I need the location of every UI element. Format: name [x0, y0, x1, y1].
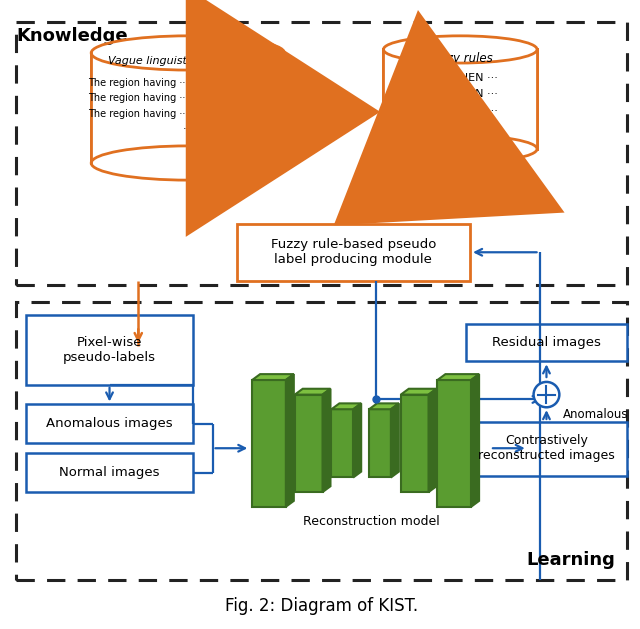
Text: The region having ··· may be anomalous;: The region having ··· may be anomalous;	[88, 109, 288, 119]
Text: IF ···  THEN ···: IF ··· THEN ···	[422, 89, 498, 99]
Text: Normal images: Normal images	[60, 466, 160, 479]
Text: The region having ··· may be anomalous;: The region having ··· may be anomalous;	[88, 77, 288, 87]
Text: Pixel-wise
pseudo-labels: Pixel-wise pseudo-labels	[63, 336, 156, 364]
Text: Fuzzy rule-based pseudo
label producing module: Fuzzy rule-based pseudo label producing …	[271, 238, 436, 266]
Polygon shape	[252, 380, 286, 507]
Ellipse shape	[91, 36, 284, 70]
Polygon shape	[332, 403, 361, 409]
Text: Reconstruction model: Reconstruction model	[303, 515, 440, 528]
Polygon shape	[295, 394, 323, 492]
Ellipse shape	[383, 36, 537, 63]
Bar	[17, 22, 627, 286]
Polygon shape	[353, 403, 361, 477]
Text: Knowledge: Knowledge	[16, 27, 128, 45]
Polygon shape	[429, 389, 436, 492]
Bar	[237, 224, 470, 281]
Bar	[26, 404, 193, 443]
Text: Anomalous: Anomalous	[563, 408, 628, 421]
Circle shape	[534, 382, 559, 408]
Polygon shape	[471, 374, 479, 507]
Polygon shape	[369, 409, 391, 477]
Text: Vague linguistic descriptions: Vague linguistic descriptions	[108, 56, 268, 66]
Bar	[466, 422, 627, 476]
Text: IF ···  THEN ···: IF ··· THEN ···	[422, 73, 498, 83]
Bar	[26, 314, 193, 385]
Bar	[17, 302, 627, 580]
Polygon shape	[438, 380, 471, 507]
Text: Anomalous images: Anomalous images	[46, 418, 173, 430]
Text: ···: ···	[455, 123, 466, 133]
Polygon shape	[438, 374, 479, 380]
Polygon shape	[401, 389, 436, 394]
Polygon shape	[286, 374, 294, 507]
Bar	[91, 36, 284, 163]
Bar	[383, 36, 537, 149]
Text: IF ···  THEN ···: IF ··· THEN ···	[422, 106, 498, 116]
Text: Fuzzy rules: Fuzzy rules	[428, 52, 493, 65]
Polygon shape	[391, 403, 399, 477]
Text: Residual images: Residual images	[492, 337, 601, 350]
Ellipse shape	[383, 135, 537, 162]
Polygon shape	[332, 409, 353, 477]
Bar	[466, 325, 627, 362]
Text: Learning: Learning	[527, 552, 616, 569]
Polygon shape	[401, 394, 429, 492]
Polygon shape	[295, 389, 330, 394]
Ellipse shape	[91, 146, 284, 180]
Polygon shape	[323, 389, 330, 492]
Bar	[26, 453, 193, 492]
Text: Contrastively
reconstructed images: Contrastively reconstructed images	[478, 434, 615, 462]
Polygon shape	[252, 374, 294, 380]
Polygon shape	[369, 403, 399, 409]
Text: ···: ···	[182, 125, 193, 135]
Text: The region having ··· may be anomalous;: The region having ··· may be anomalous;	[88, 93, 288, 103]
Text: Fig. 2: Diagram of KIST.: Fig. 2: Diagram of KIST.	[225, 597, 418, 615]
